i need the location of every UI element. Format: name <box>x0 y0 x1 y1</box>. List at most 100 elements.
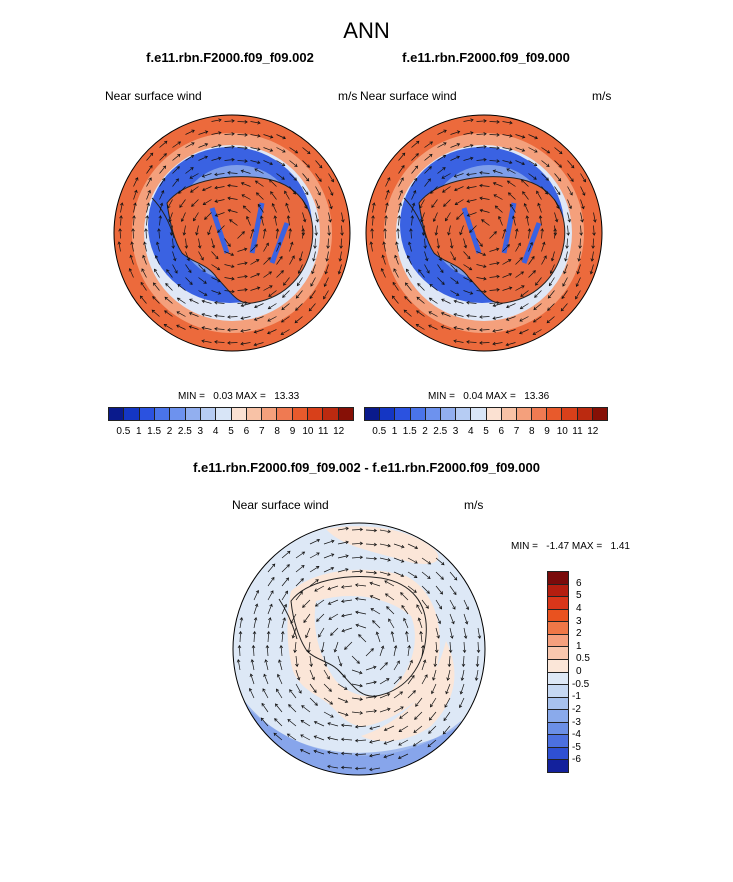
panel-2-colorbar-tick-label: 7 <box>513 426 520 437</box>
panel-1-colorbar-tick-label: 11 <box>318 426 329 437</box>
panel-1-colorbar-swatch <box>292 408 309 420</box>
diff-colorbar-swatch <box>548 634 568 648</box>
panel-2-max-label: MAX = <box>485 391 516 402</box>
panel-2-colorbar-tick-label: 1 <box>391 426 398 437</box>
panel-2-colorbar-tick-label: 12 <box>587 426 599 437</box>
diff-min-value: -1.47 <box>546 541 570 552</box>
diff-colorbar-tick-label: -5 <box>572 741 581 753</box>
diff-wind-vectors <box>236 526 482 772</box>
panel-1-colorbar-ticks: 0.5 1 1.5 2 2.5 3 4 5 6 7 8 9 10 11 12 <box>108 426 354 440</box>
panel-2-min-label: MIN = <box>428 391 455 402</box>
panel-2-colorbar-tick-label: 6 <box>498 426 505 437</box>
panel-2-colorbar-tick-label: 9 <box>544 426 550 437</box>
panel-1-wind-vectors <box>117 118 345 347</box>
diff-colorbar-tick-label: -2 <box>572 703 581 715</box>
panel-1-colorbar-swatch <box>154 408 171 420</box>
panel-1-map <box>113 114 351 352</box>
panel-1-colorbar-tick-label: 8 <box>274 426 280 437</box>
panel-2-colorbar-tick-label: 11 <box>572 426 583 437</box>
panel-2-colorbar-swatch <box>577 408 593 420</box>
panel-2-wind-vectors <box>369 118 597 347</box>
panel-2-colorbar-swatch <box>592 408 607 420</box>
panel-1-colorbar-tick-label: 4 <box>212 426 219 437</box>
panel-1-colorbar-swatch <box>338 408 353 420</box>
panel-1-colorbar-tick-label: 9 <box>289 426 296 437</box>
panel-2-colorbar <box>364 407 608 421</box>
diff-colorbar-tick-label: 1 <box>576 640 582 652</box>
panel-2-colorbar-tick-label: 10 <box>556 426 568 437</box>
diff-title: f.e11.rbn.F2000.f09_f09.002 - f.e11.rbn.… <box>193 460 540 475</box>
diff-colorbar-swatch <box>548 672 568 686</box>
panel-2-colorbar-swatch <box>395 408 411 420</box>
diff-colorbar-tick-label: 4 <box>576 602 582 614</box>
panel-1-min-label: MIN = <box>178 391 205 402</box>
panel-1-minmax: MIN = 0.03 MAX = 13.33 <box>178 391 299 402</box>
panel-2-colorbar-tick-label: 5 <box>483 426 489 437</box>
panel-2-max-value: 13.36 <box>524 391 550 402</box>
diff-colorbar-swatch <box>548 760 568 772</box>
panel-2-colorbar-tick-label: 2.5 <box>433 426 448 437</box>
panel-2-colorbar-swatch <box>562 408 578 420</box>
panel-2-colorbar-tick-label: 0.5 <box>372 426 387 437</box>
panel-2-minmax: MIN = 0.04 MAX = 13.36 <box>428 391 549 402</box>
panel-2-colorbar-swatch <box>410 408 426 420</box>
diff-min-label: MIN = <box>511 541 538 552</box>
diff-colorbar-tick-label: -1 <box>572 691 581 703</box>
diff-colorbar-tick-label: -3 <box>572 716 581 728</box>
panel-1-colorbar-swatch <box>323 408 339 420</box>
panel-2-colorbar-tick-label: 8 <box>528 426 535 437</box>
panel-1-colorbar-swatch <box>185 408 201 420</box>
panel-1-colorbar-tick-label: 3 <box>197 426 204 437</box>
panel-2-colorbar-tick-label: 1.5 <box>402 426 417 437</box>
panel-2-colorbar-swatch <box>532 408 548 420</box>
panel-2-min-value: 0.04 <box>463 391 483 402</box>
panel-1-colorbar-swatch <box>231 408 247 420</box>
panel-1-variable: Near surface wind <box>105 89 202 103</box>
panel-1-case-title: f.e11.rbn.F2000.f09_f09.002 <box>146 50 314 65</box>
diff-colorbar-swatch <box>548 747 568 761</box>
panel-1-colorbar-swatch <box>124 408 140 420</box>
panel-1-colorbar-tick-label: 0.5 <box>116 426 131 437</box>
season-title: ANN <box>343 18 390 43</box>
diff-colorbar-swatch <box>548 647 568 660</box>
panel-2-colorbar-swatch <box>425 408 441 420</box>
diff-max-label: MAX = <box>571 541 603 552</box>
diff-minmax: MIN = -1.47 MAX = 1.41 <box>511 541 630 552</box>
panel-1-max-label: MAX = <box>235 391 266 402</box>
panel-2-map <box>365 114 603 352</box>
panel-1-colorbar-tick-label: 5 <box>228 426 234 437</box>
diff-colorbar-tick-label: -4 <box>572 729 581 741</box>
panel-2-variable: Near surface wind <box>360 89 457 103</box>
panel-2-colorbar-swatch <box>365 408 381 420</box>
panel-1-max-value: 13.33 <box>274 391 300 402</box>
diff-units: m/s <box>464 498 484 512</box>
panel-1-colorbar-tick-label: 2.5 <box>177 426 192 437</box>
panel-1-colorbar-swatch <box>308 408 324 420</box>
panel-2-colorbar-swatch <box>380 408 396 420</box>
diff-colorbar-tick-label: 0.5 <box>576 653 590 665</box>
panel-2-case-title: f.e11.rbn.F2000.f09_f09.000 <box>402 50 570 65</box>
panel-1-colorbar-swatch <box>139 408 155 420</box>
diff-colorbar-swatch <box>548 722 568 736</box>
panel-1-colorbar-swatch <box>246 408 263 420</box>
panel-2-colorbar-tick-label: 3 <box>452 426 459 437</box>
panel-1-colorbar-swatch <box>277 408 293 420</box>
panel-1-colorbar-tick-label: 6 <box>243 426 250 437</box>
panel-1-colorbar-tick-label: 2 <box>166 426 173 437</box>
panel-2-colorbar-swatch <box>547 408 563 420</box>
panel-1-colorbar-swatch <box>170 408 186 420</box>
panel-1-colorbar-tick-label: 1 <box>135 426 142 437</box>
diff-colorbar-tick-label: -0.5 <box>572 678 590 690</box>
panel-2-colorbar-tick-label: 2 <box>422 426 428 437</box>
panel-1-colorbar-tick-label: 7 <box>258 426 265 437</box>
panel-2-units: m/s <box>592 89 612 103</box>
panel-2-colorbar-swatch <box>440 408 457 420</box>
panel-1-colorbar-swatch <box>109 408 125 420</box>
diff-colorbar-tick-label: 5 <box>576 590 582 602</box>
diff-colorbar-swatch <box>548 685 568 698</box>
panel-1-units: m/s <box>338 89 358 103</box>
panel-2-colorbar-ticks: 0.5 1 1.5 2 2.5 3 4 5 6 7 8 9 10 11 12 <box>364 426 608 440</box>
diff-colorbar-swatch <box>548 710 568 723</box>
panel-1-colorbar-swatch <box>200 408 217 420</box>
panel-1-colorbar-swatch <box>262 408 278 420</box>
